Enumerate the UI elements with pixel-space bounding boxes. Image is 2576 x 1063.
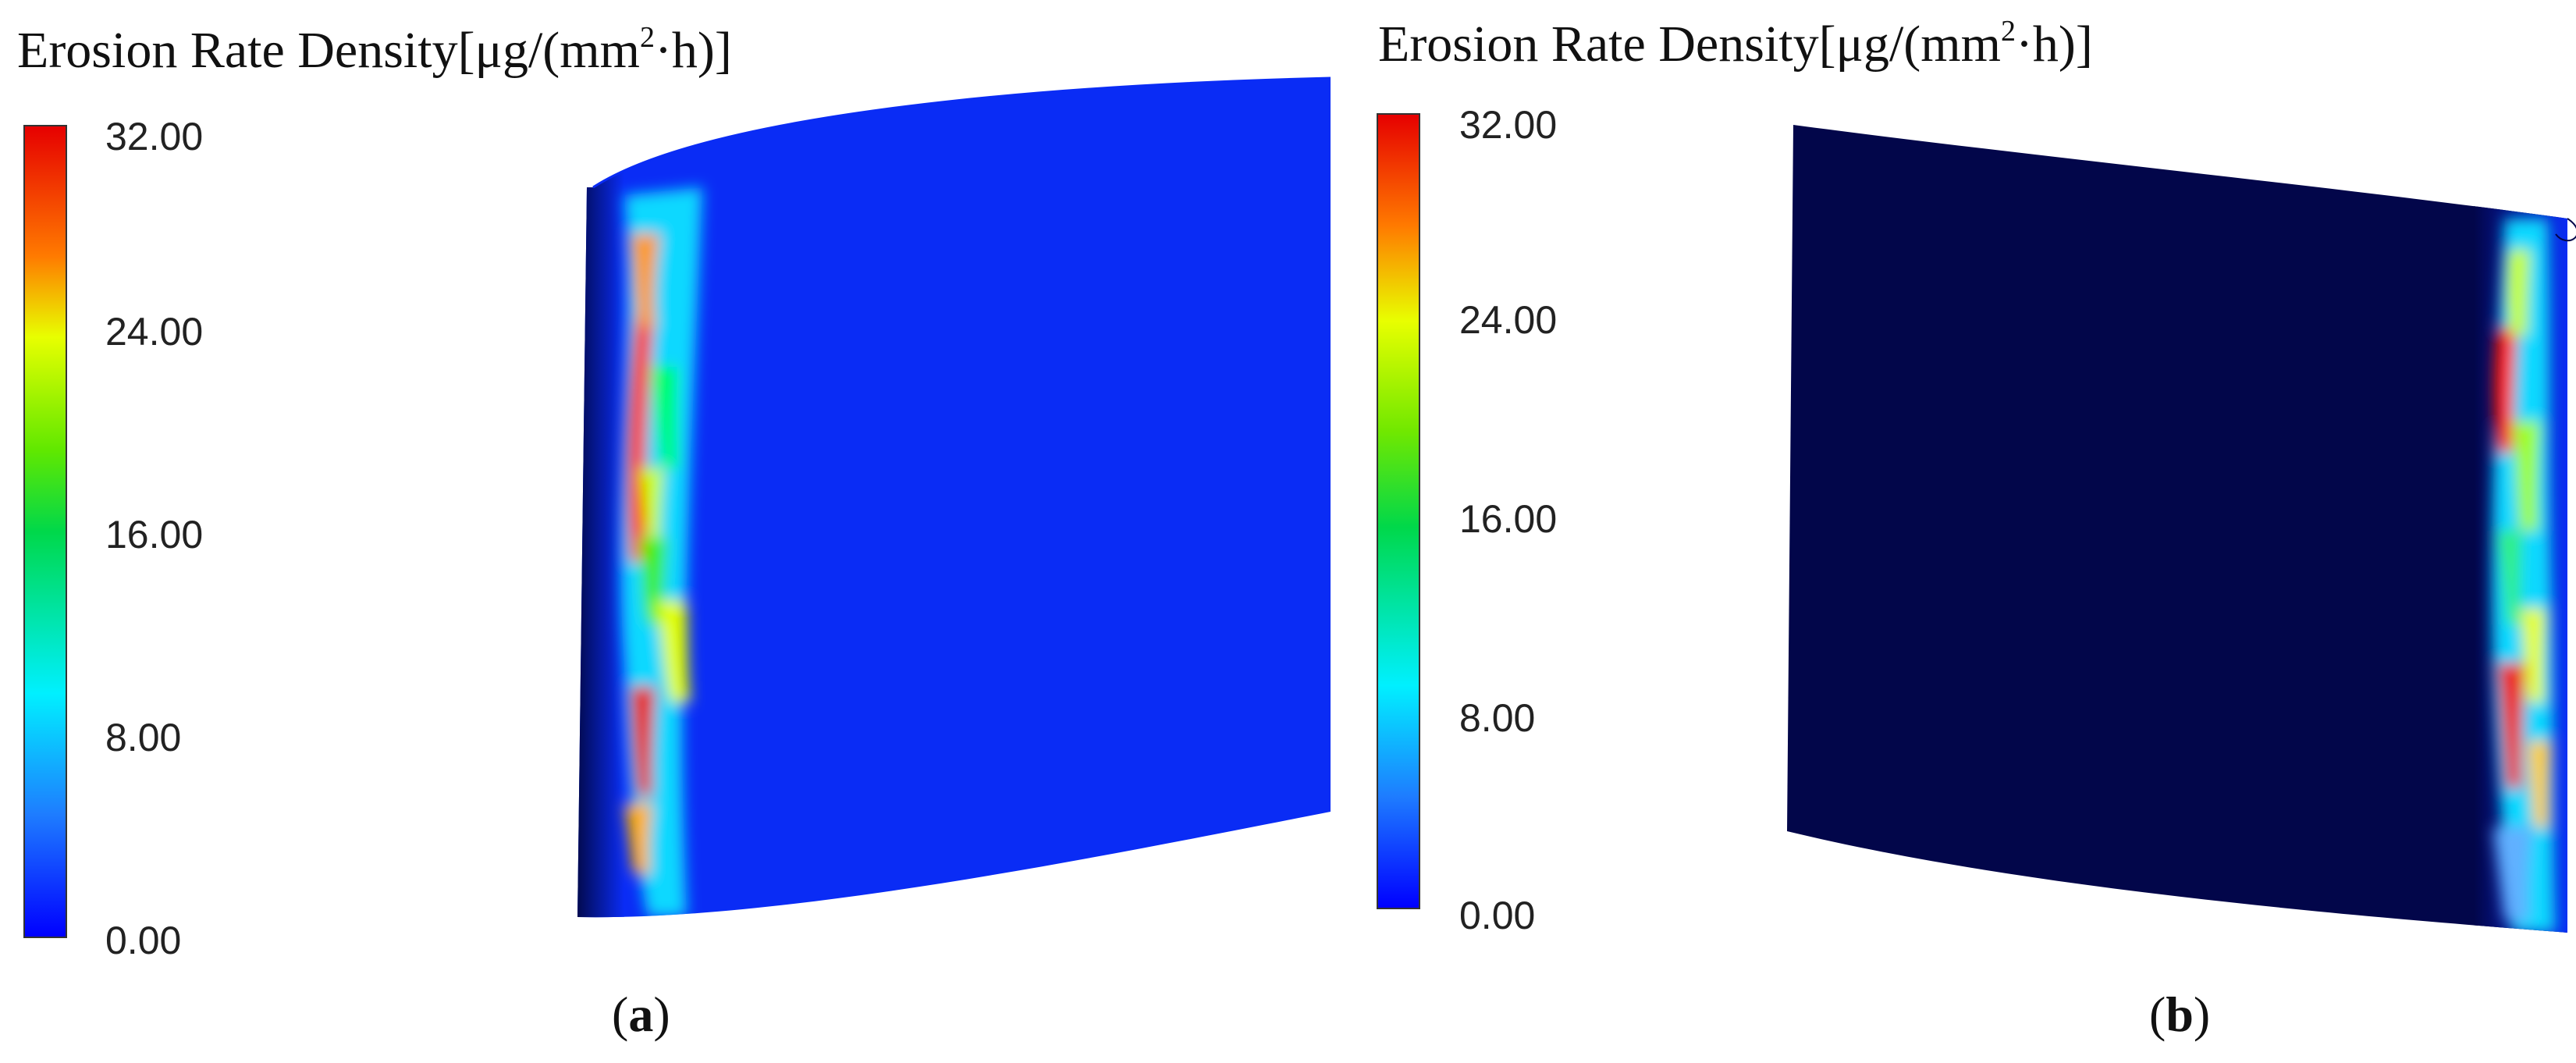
panel-b: Erosion Rate Density[μg/(mm2·h)] 32.00 2… (1327, 0, 2576, 1063)
colorbar-tick: 8.00 (105, 716, 182, 759)
surface-edge-shade (577, 78, 624, 918)
legend-title: Erosion Rate Density[μg/(mm2·h)] (17, 21, 732, 79)
panel-label-a: (a) (612, 987, 670, 1042)
colorbar-tick: 24.00 (105, 310, 204, 354)
panel-a: Erosion Rate Density[μg/(mm2·h)] 32.00 2… (17, 21, 1331, 1042)
colorbar (23, 125, 67, 938)
surface-base (1787, 125, 2567, 933)
blade-surface-b (1787, 125, 2576, 933)
panel-label-b: (b) (2149, 987, 2211, 1042)
erosion-band-a (620, 187, 702, 917)
surface-base (577, 78, 1331, 918)
colorbar-tick: 0.00 (1459, 894, 1536, 937)
colorbar-tick: 24.00 (1459, 298, 1558, 342)
erosion-band-b (2492, 219, 2556, 933)
blade-surface-a (577, 76, 1331, 918)
colorbar-tick: 16.00 (1459, 497, 1558, 541)
colorbar-tick: 32.00 (105, 115, 204, 158)
legend-title: Erosion Rate Density[μg/(mm2·h)] (1378, 15, 2093, 73)
colorbar-tick: 32.00 (1459, 103, 1558, 147)
colorbar-tick: 16.00 (105, 513, 204, 556)
colorbar-tick: 0.00 (105, 919, 182, 962)
colorbar-tick: 8.00 (1459, 696, 1536, 740)
colorbar (1377, 113, 1420, 909)
